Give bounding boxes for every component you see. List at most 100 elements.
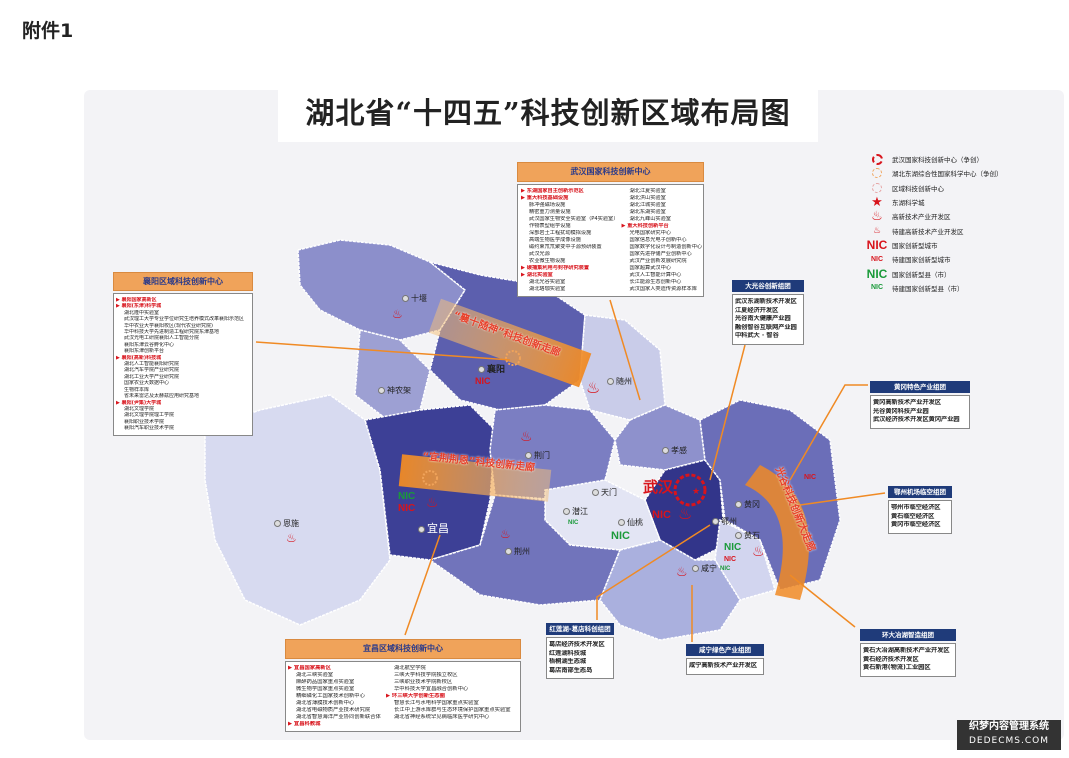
wuhan-list-right: 湖北江夏实验室湖北洪山实验室湖北江城实验室湖北东湖实验室湖北九峰山实验室重大科技… — [621, 188, 702, 293]
legend-item: 区域科技创新中心 — [866, 181, 1026, 195]
daye-cluster-list: 黄石大冶湖高新技术产业开发区 黄石经济技术开发区 黄石新港(物流)工业园区 — [860, 643, 956, 677]
city-enshi: 恩施 — [274, 518, 299, 529]
nic-mark-wuhan: NIC — [652, 509, 671, 521]
xianning-cluster-list: 咸宁高新技术产业开发区 — [686, 658, 764, 675]
list-item: 国家数字化设计与制造创新中心 — [629, 244, 703, 250]
wuhan-center-title: 武汉国家科技创新中心 — [517, 162, 704, 182]
city-ezhou: 鄂州 — [712, 516, 737, 527]
legend-item: ♨ 高新技术产业开发区 — [866, 209, 1026, 224]
arrow-to-xiangyang-box — [255, 341, 511, 361]
list-item: 光电国家研究中心 — [629, 230, 671, 236]
list-item: 长江能源生态创新中心 — [629, 279, 682, 285]
watermark: 织梦内容管理系统 DEDECMS.COM — [957, 720, 1061, 750]
guanggu-cluster-box: 大光谷创新组团 武汉东湖新技术开发区 江夏经济开发区 光谷南大健康产业园 融创智谷互联… — [732, 280, 804, 345]
xiangyang-center-title: 襄阳区域科技创新中心 — [113, 272, 253, 291]
list-item: 湖北航空学院 — [394, 665, 426, 671]
list-item: 葛店经济技术开发区 — [549, 641, 605, 648]
arrow-to-huanggang-box — [789, 384, 868, 481]
dashed-orange-circle-icon — [866, 168, 888, 179]
list-heading: 碳捕集利用与封存研究装置 — [521, 265, 618, 272]
legend-label: 湖北东湖综合性国家科学中心（争创） — [892, 170, 1003, 179]
huanggang-cluster-title: 黄冈特色产业组团 — [870, 381, 970, 393]
list-item: 三峡大学科技学院独立校区 — [394, 672, 458, 678]
torch-icon: ♨ — [426, 495, 439, 511]
list-heading: 东湖国家自主创新示范区 — [521, 188, 618, 195]
list-item: 黄石经济技术开发区 — [863, 655, 919, 663]
daye-cluster-box: 环大冶湖智造组团 黄石大冶湖高新技术产业开发区 黄石经济技术开发区 黄石新港(物流)… — [860, 629, 956, 677]
map-title: 湖北省“十四五”科技创新区域布局图 — [278, 84, 818, 142]
watermark-line2: DEDECMS.COM — [969, 736, 1049, 746]
list-item: 湖北光谷实验室 — [529, 279, 566, 285]
nic-red-large-icon: NIC — [866, 238, 888, 252]
nic-mark-yichang-green: NIC — [398, 491, 416, 502]
torch-icon: ♨ — [286, 531, 297, 545]
list-item: 湖北隆中实验室 — [124, 309, 160, 316]
nic-mark: NIC — [866, 237, 888, 252]
list-item: 湖北省神经系统罕见病临床医学研究中心 — [394, 714, 490, 720]
dashed-pink-circle-icon — [866, 182, 888, 193]
list-heading: 环三峡大学创新生态圈 — [386, 693, 518, 700]
list-heading: 襄阳(尹集)大学城 — [116, 400, 250, 406]
list-item: 农业微生物设施 — [529, 258, 566, 264]
legend-label: 待建国家创新型城市 — [892, 256, 951, 265]
list-item: 国家超算武汉中心 — [629, 265, 671, 271]
ezhou-cluster-list: 鄂州市临空经济区 黄石临空经济区 黄冈市临空经济区 — [888, 500, 952, 534]
list-heading: 宜昌国家高新区 — [288, 665, 383, 672]
list-item: 江夏经济开发区 — [735, 306, 779, 314]
list-item: 华中农业大学襄阳校区(现代农业研究院) — [124, 322, 213, 329]
list-item: 中科武大 · 智谷 — [735, 332, 779, 339]
list-item: 深部岩土工程扰动模拟设施 — [529, 230, 592, 236]
list-item: 高端生物医学成像设施 — [529, 237, 581, 243]
list-item: 武汉国家人类遗传资源样本库 — [629, 286, 697, 292]
list-item: 光谷南大健康产业园 — [735, 315, 791, 322]
list-heading: 襄阳国家高新区 — [116, 297, 250, 303]
list-item: 湖北江城实验室 — [629, 202, 666, 208]
list-item: 麻醉药品国家重点实验室 — [296, 679, 355, 685]
list-item: 黄石大冶湖高新技术产业开发区 — [863, 647, 950, 654]
list-item: 湖北文理学院理工学院 — [124, 412, 175, 419]
list-item: 国家先进存储产业创新中心 — [629, 251, 692, 257]
legend-item: ♨ 待建高新技术产业开发区 — [866, 223, 1026, 237]
list-item: 光谷黄冈科技产业园 — [873, 407, 929, 415]
arrow-to-wuhan-box — [609, 299, 641, 401]
list-item: 作物表型组学设施 — [529, 223, 571, 229]
arrow-to-daye-box — [789, 574, 856, 628]
list-item: 武汉产业创新发展研究院 — [629, 258, 687, 264]
nic-mark: NIC — [870, 255, 884, 263]
torch-icon: ♨ — [752, 544, 765, 560]
list-item: 湖北三峡实验室 — [296, 672, 334, 678]
list-heading: 襄阳(高新)科技城 — [116, 355, 250, 361]
region-suizhou — [579, 314, 666, 421]
xianning-cluster-title: 咸宁绿色产业组团 — [686, 644, 764, 656]
city-qianjiang: 潜江 — [563, 506, 588, 517]
city-shiyan: 十堰 — [402, 293, 427, 304]
list-item: 武汉光电工研院襄阳人工智能分院 — [124, 335, 200, 342]
city-jingmen: 荆门 — [525, 450, 550, 461]
list-item: 湖北文理学院 — [124, 405, 155, 412]
city-jingzhou: 荆州 — [505, 546, 530, 557]
list-item: 咸宁高新技术产业开发区 — [689, 662, 758, 669]
legend-item: 武汉国家科技创新中心（争创） — [866, 152, 1026, 166]
legend-label: 待建国家创新型县（市） — [892, 284, 964, 293]
list-item: 湖北省智慧海洋产业协同创新联合体 — [296, 714, 381, 720]
yichang-list-left: 宜昌国家高新区湖北三峡实验室麻醉药品国家重点实验室微生物学国家重点实验室精细磷化… — [288, 665, 383, 728]
list-item: 武汉光源 — [529, 251, 550, 257]
list-item: 黄冈高新技术产业开发区 — [873, 399, 942, 406]
xianning-cluster-box: 咸宁绿色产业组团 咸宁高新技术产业开发区 — [686, 644, 764, 675]
list-item: 武汉理工大学专业学位研究生培养模式改革襄阳示范区 — [124, 316, 245, 323]
innovation-circles — [422, 350, 707, 507]
wuhan-list-left: 东湖国家自主创新示范区重大科技基础设施脉冲强磁场设施精密重力测量设施武汉国家生物… — [521, 188, 619, 293]
arrow-to-honglianhu-box — [596, 524, 711, 620]
list-item: 微生物学国家重点实验室 — [296, 686, 355, 692]
list-item: 武汉国家生物安全实验室（P4实验室） — [529, 216, 619, 222]
attachment-label: 附件1 — [22, 20, 74, 42]
list-item: 三峡职业技术学院新校区 — [394, 679, 453, 685]
legend-item: ★ 东湖科学城 — [866, 195, 1026, 210]
list-item: 黄石新港(物流)工业园区 — [863, 664, 931, 671]
list-item: 智慧长江与水电科学国家重点实验室 — [394, 700, 479, 706]
nic-mark-huanggang: NIC — [804, 474, 817, 481]
list-item: 黄冈市临空经济区 — [891, 521, 941, 528]
list-item: 黄石临空经济区 — [891, 512, 935, 520]
corridor-guanggu — [745, 465, 809, 600]
yichang-center-box: 宜昌区域科技创新中心 宜昌国家高新区湖北三峡实验室麻醉药品国家重点实验室微生物学… — [285, 639, 521, 732]
